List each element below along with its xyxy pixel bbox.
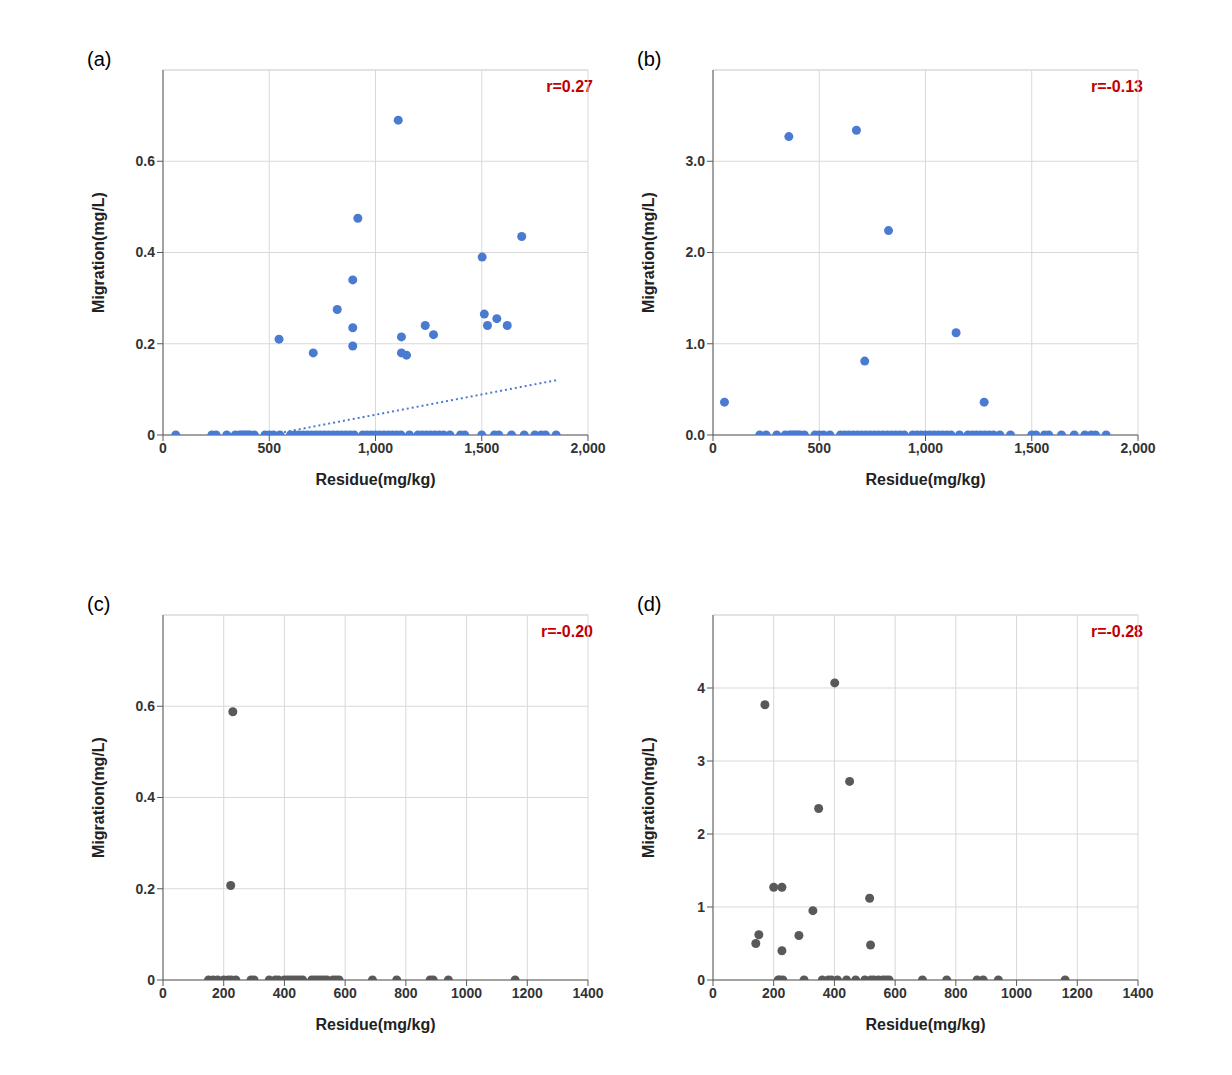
svg-text:400: 400 bbox=[273, 985, 297, 1001]
svg-text:0.2: 0.2 bbox=[136, 881, 156, 897]
svg-text:800: 800 bbox=[394, 985, 418, 1001]
svg-text:600: 600 bbox=[883, 985, 907, 1001]
html-text:(d): (d) bbox=[637, 593, 662, 615]
svg-text:Residue(mg/kg): Residue(mg/kg) bbox=[315, 1016, 435, 1033]
svg-text:1,000: 1,000 bbox=[908, 440, 943, 456]
svg-text:1400: 1400 bbox=[572, 985, 603, 1001]
svg-text:500: 500 bbox=[808, 440, 832, 456]
svg-text:Migration(mg/L): Migration(mg/L) bbox=[90, 737, 107, 858]
svg-text:1,500: 1,500 bbox=[1014, 440, 1049, 456]
html-text:r=-0.13: r=-0.13 bbox=[1091, 78, 1143, 95]
html-text:r=0.27: r=0.27 bbox=[546, 78, 593, 95]
svg-text:0: 0 bbox=[697, 972, 705, 988]
svg-text:1: 1 bbox=[697, 899, 705, 915]
html-text:r=-0.20: r=-0.20 bbox=[541, 623, 593, 640]
svg-text:0.4: 0.4 bbox=[136, 789, 156, 805]
svg-text:2,000: 2,000 bbox=[1120, 440, 1155, 456]
html-text:(a): (a) bbox=[87, 48, 112, 70]
svg-text:2: 2 bbox=[697, 826, 705, 842]
svg-text:Migration(mg/L): Migration(mg/L) bbox=[640, 737, 657, 858]
svg-text:800: 800 bbox=[944, 985, 968, 1001]
svg-text:1200: 1200 bbox=[512, 985, 543, 1001]
svg-text:1000: 1000 bbox=[451, 985, 482, 1001]
svg-text:Residue(mg/kg): Residue(mg/kg) bbox=[865, 471, 985, 488]
svg-text:200: 200 bbox=[762, 985, 786, 1001]
html-text:(b): (b) bbox=[637, 48, 662, 70]
svg-text:0: 0 bbox=[147, 427, 155, 443]
svg-text:3.0: 3.0 bbox=[686, 153, 706, 169]
svg-text:1000: 1000 bbox=[1001, 985, 1032, 1001]
svg-text:1400: 1400 bbox=[1122, 985, 1153, 1001]
svg-text:1,000: 1,000 bbox=[358, 440, 393, 456]
svg-text:2.0: 2.0 bbox=[686, 244, 706, 260]
svg-text:0: 0 bbox=[147, 972, 155, 988]
svg-text:0: 0 bbox=[159, 985, 167, 1001]
svg-text:4: 4 bbox=[697, 680, 705, 696]
svg-text:Residue(mg/kg): Residue(mg/kg) bbox=[865, 1016, 985, 1033]
svg-text:1.0: 1.0 bbox=[686, 336, 706, 352]
svg-text:600: 600 bbox=[333, 985, 357, 1001]
svg-text:Migration(mg/L): Migration(mg/L) bbox=[90, 192, 107, 313]
svg-text:0.0: 0.0 bbox=[686, 427, 706, 443]
svg-text:200: 200 bbox=[212, 985, 236, 1001]
svg-text:0: 0 bbox=[159, 440, 167, 456]
svg-text:500: 500 bbox=[258, 440, 282, 456]
svg-text:Migration(mg/L): Migration(mg/L) bbox=[640, 192, 657, 313]
svg-text:3: 3 bbox=[697, 753, 705, 769]
svg-text:2,000: 2,000 bbox=[570, 440, 605, 456]
svg-text:1,500: 1,500 bbox=[464, 440, 499, 456]
svg-text:0: 0 bbox=[709, 440, 717, 456]
svg-text:0: 0 bbox=[709, 985, 717, 1001]
svg-text:400: 400 bbox=[823, 985, 847, 1001]
svg-text:0.2: 0.2 bbox=[136, 336, 156, 352]
svg-text:1200: 1200 bbox=[1062, 985, 1093, 1001]
svg-text:Residue(mg/kg): Residue(mg/kg) bbox=[315, 471, 435, 488]
html-text:r=-0.28: r=-0.28 bbox=[1091, 623, 1143, 640]
svg-text:0.6: 0.6 bbox=[136, 153, 156, 169]
svg-text:0.6: 0.6 bbox=[136, 698, 156, 714]
svg-text:0.4: 0.4 bbox=[136, 244, 156, 260]
html-text:(c): (c) bbox=[87, 593, 111, 615]
